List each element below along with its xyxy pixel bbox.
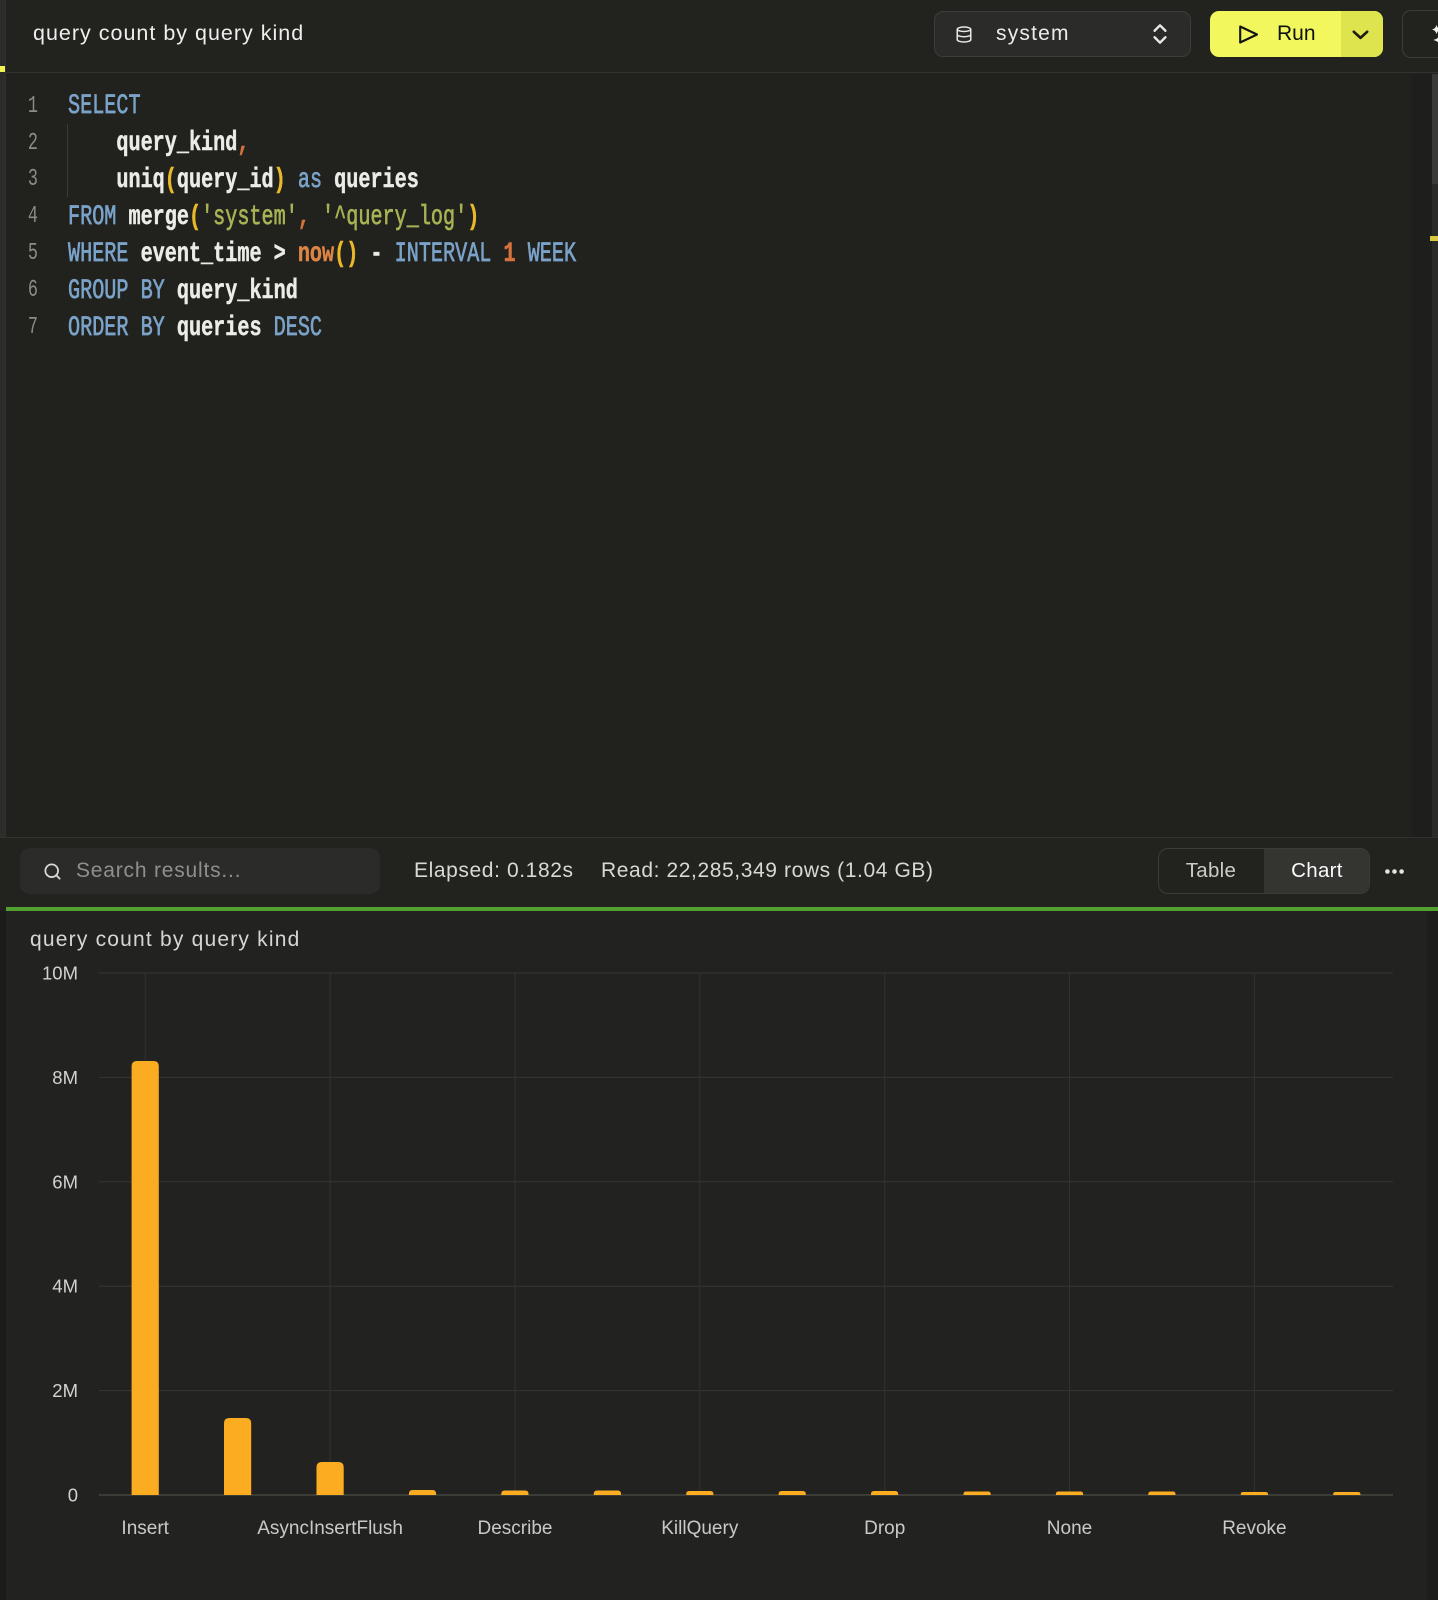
svg-text:Describe: Describe — [478, 1518, 553, 1539]
svg-text:Revoke: Revoke — [1222, 1518, 1286, 1539]
svg-text:AsyncInsertFlush: AsyncInsertFlush — [257, 1518, 403, 1539]
svg-text:8M: 8M — [52, 1067, 78, 1088]
svg-text:Insert: Insert — [121, 1518, 169, 1539]
svg-text:0: 0 — [68, 1485, 78, 1506]
svg-text:None: None — [1047, 1518, 1092, 1539]
svg-text:6M: 6M — [52, 1171, 78, 1192]
svg-text:Drop: Drop — [864, 1518, 905, 1539]
svg-text:10M: 10M — [42, 963, 78, 984]
svg-text:4M: 4M — [52, 1276, 78, 1297]
svg-text:KillQuery: KillQuery — [661, 1518, 739, 1539]
svg-text:2M: 2M — [52, 1380, 78, 1401]
